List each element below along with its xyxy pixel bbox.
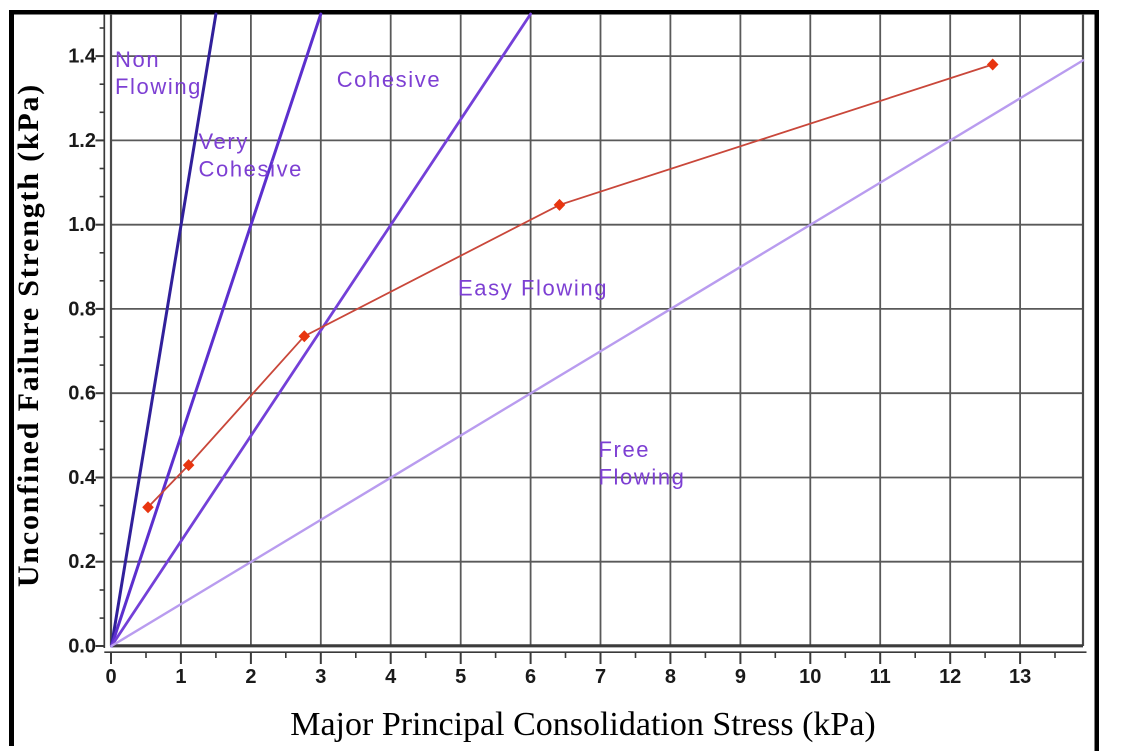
svg-text:Flowing: Flowing <box>599 465 686 490</box>
svg-text:0: 0 <box>105 666 116 688</box>
svg-text:Easy Flowing: Easy Flowing <box>458 276 608 301</box>
svg-text:6: 6 <box>525 666 536 688</box>
svg-text:4: 4 <box>385 666 397 688</box>
svg-text:1.4: 1.4 <box>68 46 97 68</box>
svg-text:1.2: 1.2 <box>68 130 96 152</box>
svg-text:0.8: 0.8 <box>68 298 96 320</box>
svg-text:5: 5 <box>455 666 466 688</box>
svg-text:0.6: 0.6 <box>68 383 96 405</box>
svg-text:2: 2 <box>245 666 256 688</box>
svg-text:Free: Free <box>599 437 651 462</box>
svg-text:3: 3 <box>315 666 326 688</box>
svg-text:11: 11 <box>870 666 891 688</box>
svg-text:Major Principal Consolidation: Major Principal Consolidation Stress (kP… <box>290 706 876 743</box>
svg-text:0.2: 0.2 <box>68 551 96 573</box>
svg-text:9: 9 <box>735 666 746 688</box>
svg-text:Unconfined Failure Strength (k: Unconfined Failure Strength (kPa) <box>12 83 45 587</box>
svg-text:13: 13 <box>1009 666 1031 688</box>
svg-text:Very: Very <box>199 129 249 154</box>
svg-text:0.0: 0.0 <box>68 636 96 658</box>
svg-text:12: 12 <box>939 666 961 688</box>
svg-text:7: 7 <box>595 666 606 688</box>
svg-text:0.4: 0.4 <box>68 467 97 489</box>
svg-text:Cohesive: Cohesive <box>337 67 442 92</box>
svg-text:1: 1 <box>175 666 186 688</box>
svg-text:10: 10 <box>799 666 821 688</box>
svg-text:Cohesive: Cohesive <box>199 157 304 182</box>
svg-text:Flowing: Flowing <box>115 74 202 99</box>
svg-text:Non: Non <box>115 47 160 72</box>
svg-text:8: 8 <box>665 666 676 688</box>
svg-text:1.0: 1.0 <box>68 214 96 236</box>
